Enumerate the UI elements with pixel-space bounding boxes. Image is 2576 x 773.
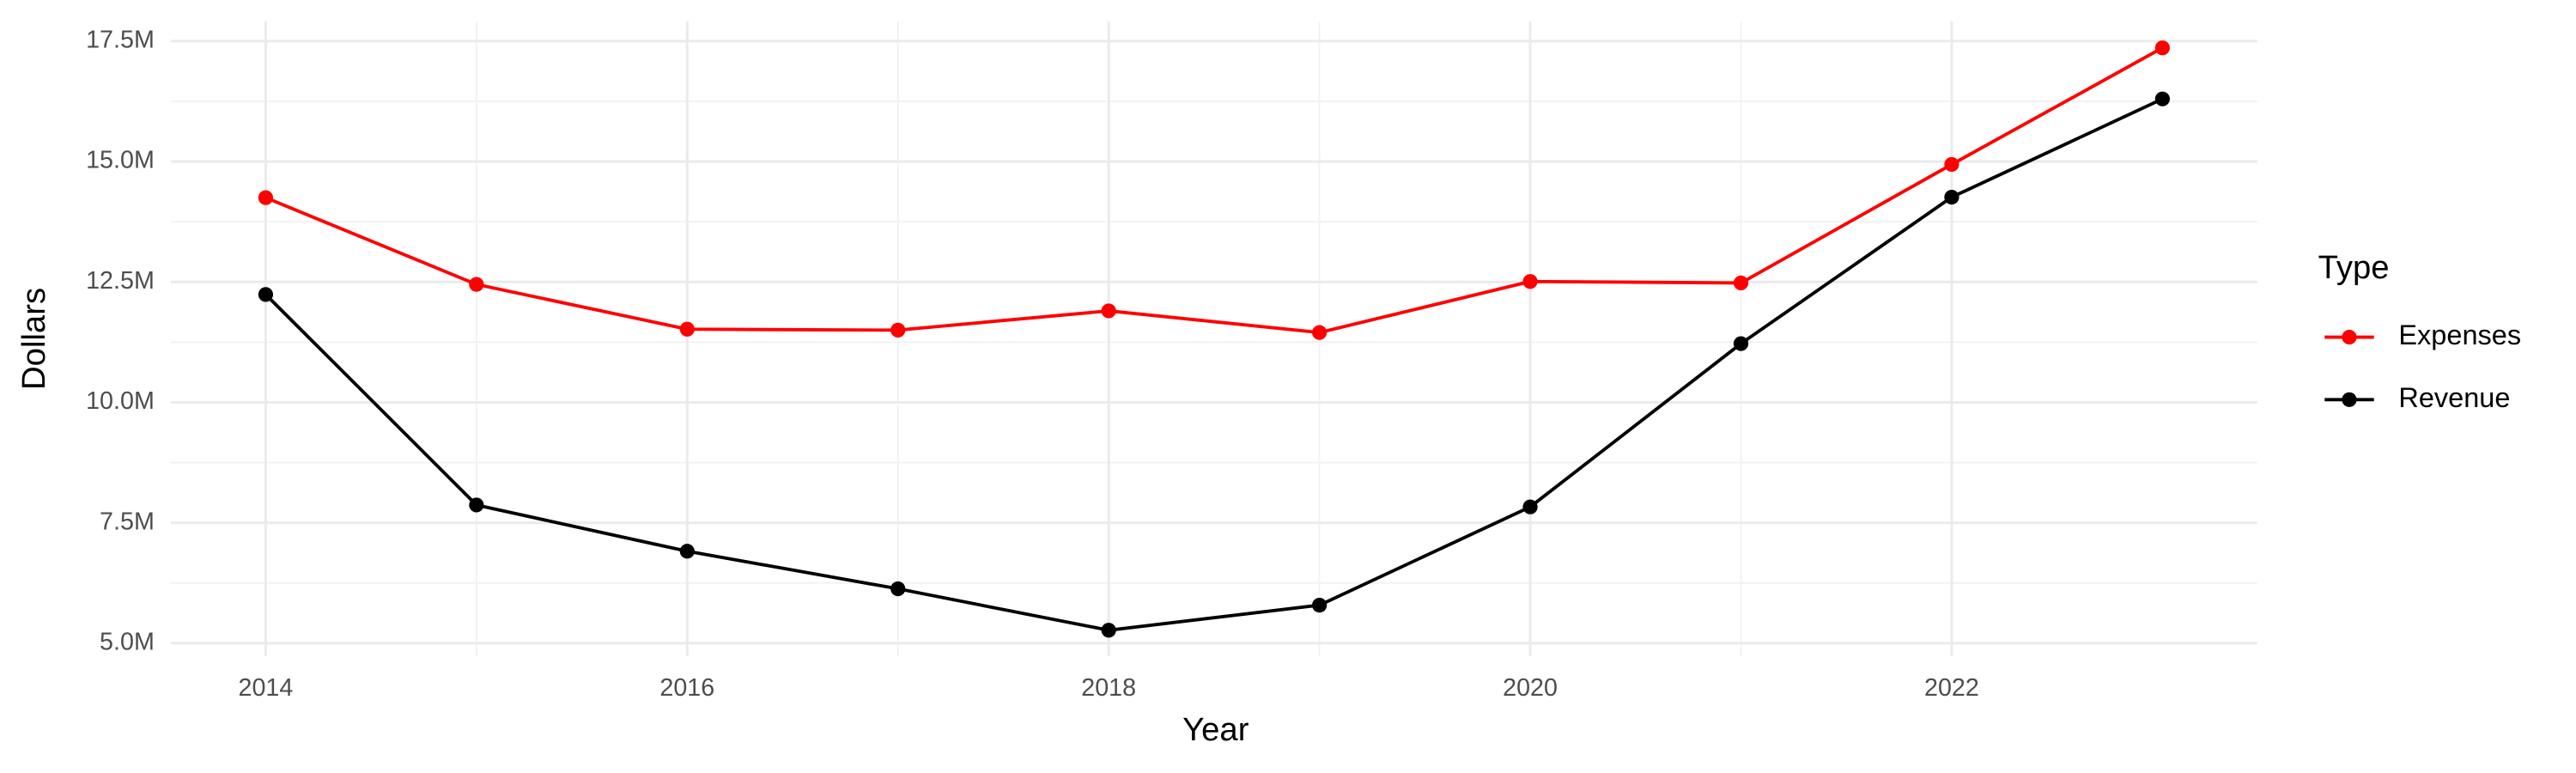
legend-key-point (2342, 392, 2357, 407)
x-tick-label: 2014 (239, 674, 294, 702)
x-tick-label: 2022 (1924, 674, 1979, 702)
data-point (2154, 91, 2170, 107)
y-tick-label: 10.0M (86, 387, 155, 415)
data-point (2154, 40, 2170, 56)
legend-label: Expenses (2398, 320, 2521, 350)
y-tick-label: 17.5M (86, 26, 155, 53)
y-tick-label: 12.5M (86, 267, 155, 295)
legend: Type Expenses Revenue (2318, 249, 2521, 413)
data-point (469, 277, 484, 292)
legend-title: Type (2318, 249, 2390, 286)
x-tick-label: 2016 (659, 674, 714, 702)
data-point (1101, 303, 1116, 319)
y-tick-label: 15.0M (86, 147, 155, 174)
x-tick-label: 2018 (1081, 674, 1136, 702)
data-point (1733, 275, 1749, 291)
data-point (469, 497, 484, 513)
data-point (1312, 325, 1327, 340)
y-axis-title: Dollars (15, 288, 52, 390)
legend-key-point (2342, 329, 2357, 345)
grid: 5.0M 7.5M 10.0M 12.5M 15.0M 17.5M 2014 2016 2018… (86, 21, 2257, 702)
data-point (258, 287, 274, 302)
data-point (1101, 623, 1116, 638)
data-point (1733, 336, 1749, 351)
data-point (1522, 274, 1538, 289)
data-point (1312, 597, 1327, 613)
y-tick-label: 7.5M (100, 508, 155, 535)
x-axis-title: Year (1182, 711, 1249, 748)
data-point (1944, 156, 1959, 173)
data-point (890, 581, 906, 597)
legend-label: Revenue (2398, 382, 2510, 413)
series-line (264, 46, 2164, 335)
data-point (258, 190, 274, 205)
data-point (679, 544, 695, 559)
data-point (890, 322, 906, 338)
plot-area (258, 40, 2170, 638)
data-point (1944, 189, 1959, 205)
data-point (679, 321, 695, 337)
data-point (1522, 499, 1538, 514)
x-tick-label: 2020 (1503, 674, 1558, 702)
y-tick-label: 5.0M (100, 628, 155, 655)
series-line (264, 97, 2164, 632)
